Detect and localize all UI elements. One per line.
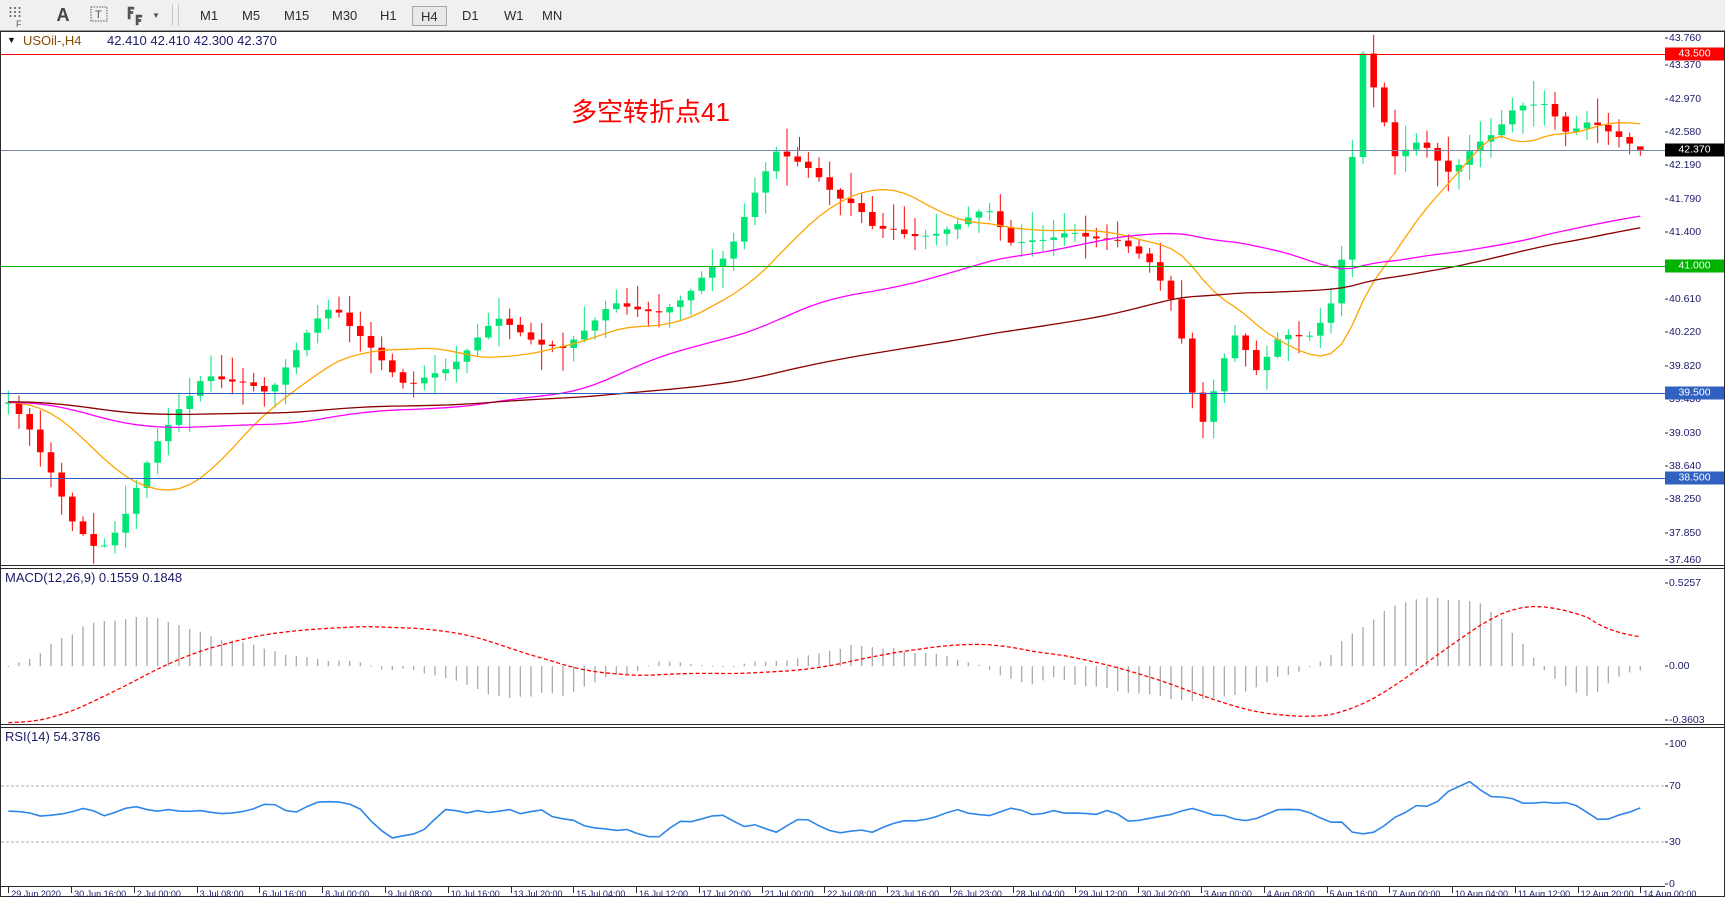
svg-text:T: T — [95, 9, 102, 21]
svg-text:F: F — [16, 19, 22, 29]
